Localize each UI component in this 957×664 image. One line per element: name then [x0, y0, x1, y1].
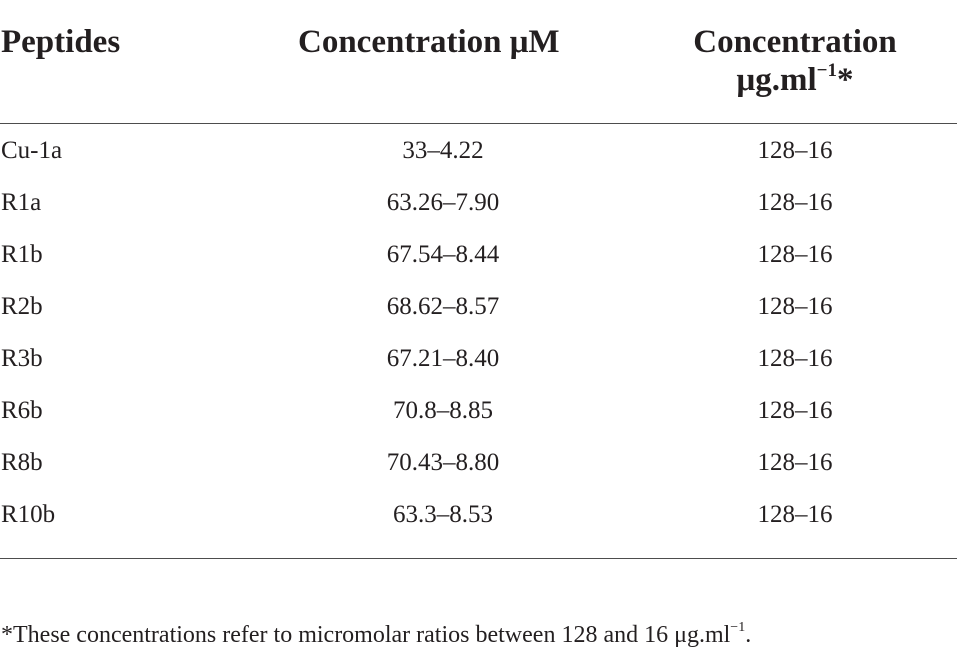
cell-conc-um: 70.43–8.80 — [386, 449, 500, 476]
cell-conc-ug: 128–16 — [757, 397, 833, 424]
header-peptides: Peptides — [1, 24, 121, 60]
cell-conc-ug: 128–16 — [757, 345, 833, 372]
table-row: R3b 67.21–8.40 128–16 — [0, 333, 957, 385]
cell-peptide: R10b — [1, 501, 56, 528]
table-footnote: *These concentrations refer to micromola… — [1, 620, 751, 650]
cell-conc-ug: 128–16 — [757, 293, 833, 320]
table-row: R10b 63.3–8.53 128–16 — [0, 489, 957, 541]
cell-peptide: R2b — [1, 293, 43, 320]
cell-peptide: R3b — [1, 345, 43, 372]
table-row: R6b 70.8–8.85 128–16 — [0, 385, 957, 437]
footnote-period: . — [745, 622, 752, 648]
table-row: R8b 70.43–8.80 128–16 — [0, 437, 957, 489]
cell-peptide: R6b — [1, 397, 43, 424]
header-unit-base: μg.ml — [736, 62, 817, 98]
cell-peptide: R1a — [1, 189, 42, 216]
cell-conc-um: 67.54–8.44 — [386, 241, 500, 268]
cell-conc-ug: 128–16 — [757, 449, 833, 476]
header-unit-asterisk: * — [836, 62, 854, 98]
header-concentration-ug-line2: μg.ml−1* — [640, 61, 950, 99]
table-row: R2b 68.62–8.57 128–16 — [0, 281, 957, 333]
cell-peptide: Cu-1a — [1, 137, 63, 164]
footnote-text: *These concentrations refer to micromola… — [1, 622, 731, 648]
cell-conc-um: 63.3–8.53 — [393, 501, 493, 528]
table-bottom-rule — [0, 558, 957, 559]
table-row: Cu-1a 33–4.22 128–16 — [0, 125, 957, 177]
header-concentration-ug-line1: Concentration — [693, 24, 897, 60]
cell-conc-um: 33–4.22 — [402, 137, 484, 164]
cell-conc-ug: 128–16 — [757, 189, 833, 216]
cell-conc-um: 63.26–7.90 — [386, 189, 500, 216]
header-concentration-um: Concentration μM — [298, 24, 560, 60]
cell-conc-um: 68.62–8.57 — [386, 293, 500, 320]
cell-conc-ug: 128–16 — [757, 501, 833, 528]
cell-conc-ug: 128–16 — [757, 241, 833, 268]
table-row: R1a 63.26–7.90 128–16 — [0, 177, 957, 229]
cell-peptide: R1b — [1, 241, 43, 268]
table-header: Peptides Concentration μM Concentration … — [0, 0, 957, 124]
cell-conc-ug: 128–16 — [757, 137, 833, 164]
header-rule — [0, 123, 957, 124]
cell-peptide: R8b — [1, 449, 43, 476]
cell-conc-um: 67.21–8.40 — [386, 345, 500, 372]
table-row: R1b 67.54–8.44 128–16 — [0, 229, 957, 281]
header-unit-exponent: −1 — [816, 59, 837, 81]
header-concentration-ug: Concentration μg.ml−1* — [640, 23, 950, 99]
footnote-exponent: −1 — [730, 619, 746, 635]
cell-conc-um: 70.8–8.85 — [393, 397, 493, 424]
